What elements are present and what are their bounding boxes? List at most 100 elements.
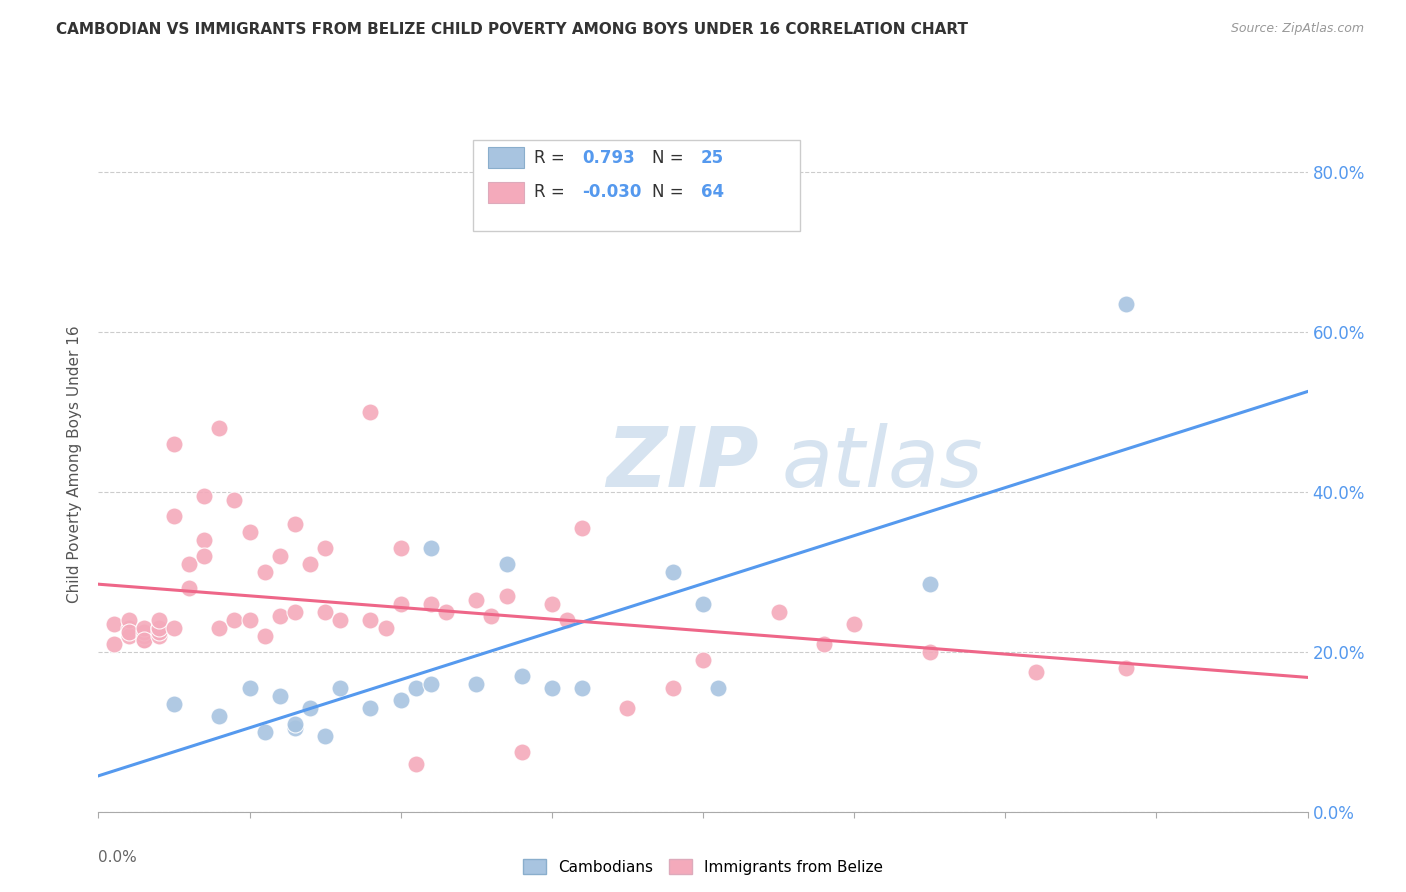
Point: [420, 597, 443, 611]
Point: [132, 621, 155, 635]
Point: [495, 589, 517, 603]
Point: [148, 613, 170, 627]
Legend: Cambodians, Immigrants from Belize: Cambodians, Immigrants from Belize: [517, 853, 889, 880]
Point: [1115, 661, 1137, 675]
Point: [148, 629, 170, 643]
Point: [179, 557, 201, 571]
Point: [284, 716, 307, 731]
Text: 0.793: 0.793: [582, 149, 636, 167]
Point: [360, 613, 382, 627]
Point: [163, 697, 186, 711]
Text: R =: R =: [534, 149, 575, 167]
Point: [420, 677, 443, 691]
Point: [299, 557, 322, 571]
Point: [360, 700, 382, 714]
Point: [284, 605, 307, 619]
Point: [571, 681, 593, 695]
Point: [148, 621, 170, 635]
Point: [193, 489, 215, 503]
Text: N =: N =: [652, 184, 689, 202]
Point: [118, 624, 141, 639]
Point: [1115, 297, 1137, 311]
Point: [662, 681, 685, 695]
Point: [314, 541, 336, 555]
Point: [103, 637, 125, 651]
Point: [405, 756, 427, 771]
Point: [314, 729, 336, 743]
Text: N =: N =: [652, 149, 689, 167]
FancyBboxPatch shape: [488, 182, 524, 203]
Point: [148, 621, 170, 635]
Point: [616, 700, 638, 714]
Point: [193, 533, 215, 547]
Point: [510, 669, 533, 683]
Point: [224, 492, 246, 507]
Point: [314, 605, 336, 619]
Point: [193, 549, 215, 563]
Point: [420, 541, 443, 555]
Text: Source: ZipAtlas.com: Source: ZipAtlas.com: [1230, 22, 1364, 36]
Point: [224, 613, 246, 627]
Point: [269, 689, 291, 703]
Point: [299, 700, 322, 714]
Point: [208, 621, 231, 635]
Point: [239, 524, 262, 539]
Point: [269, 549, 291, 563]
Point: [541, 681, 564, 695]
Point: [481, 608, 503, 623]
Text: R =: R =: [534, 184, 569, 202]
Point: [118, 613, 141, 627]
FancyBboxPatch shape: [474, 140, 800, 231]
Point: [253, 565, 276, 579]
Point: [118, 629, 141, 643]
Point: [844, 616, 866, 631]
Point: [541, 597, 564, 611]
Point: [132, 624, 155, 639]
Point: [179, 581, 201, 595]
Point: [465, 592, 488, 607]
Point: [239, 681, 262, 695]
Point: [132, 632, 155, 647]
Point: [571, 521, 593, 535]
Point: [132, 629, 155, 643]
Point: [918, 576, 941, 591]
Point: [692, 597, 714, 611]
Point: [918, 645, 941, 659]
Point: [813, 637, 835, 651]
Point: [284, 721, 307, 735]
Text: CAMBODIAN VS IMMIGRANTS FROM BELIZE CHILD POVERTY AMONG BOYS UNDER 16 CORRELATIO: CAMBODIAN VS IMMIGRANTS FROM BELIZE CHIL…: [56, 22, 969, 37]
Point: [239, 613, 262, 627]
Point: [118, 621, 141, 635]
Point: [208, 708, 231, 723]
Point: [163, 621, 186, 635]
Point: [768, 605, 790, 619]
Y-axis label: Child Poverty Among Boys Under 16: Child Poverty Among Boys Under 16: [67, 325, 83, 603]
Point: [510, 745, 533, 759]
FancyBboxPatch shape: [488, 147, 524, 169]
Point: [329, 681, 352, 695]
Point: [148, 624, 170, 639]
Text: 25: 25: [700, 149, 724, 167]
Point: [163, 437, 186, 451]
Point: [555, 613, 578, 627]
Point: [253, 724, 276, 739]
Point: [1025, 665, 1047, 679]
Point: [269, 608, 291, 623]
Point: [389, 541, 412, 555]
Point: [329, 613, 352, 627]
Text: 64: 64: [700, 184, 724, 202]
Text: 0.0%: 0.0%: [98, 850, 138, 865]
Point: [707, 681, 730, 695]
Point: [662, 565, 685, 579]
Text: ZIP: ZIP: [606, 424, 759, 504]
Point: [389, 597, 412, 611]
Point: [405, 681, 427, 695]
Point: [284, 516, 307, 531]
Point: [465, 677, 488, 691]
Point: [163, 508, 186, 523]
Point: [132, 632, 155, 647]
Point: [495, 557, 517, 571]
Point: [253, 629, 276, 643]
Point: [374, 621, 396, 635]
Text: -0.030: -0.030: [582, 184, 641, 202]
